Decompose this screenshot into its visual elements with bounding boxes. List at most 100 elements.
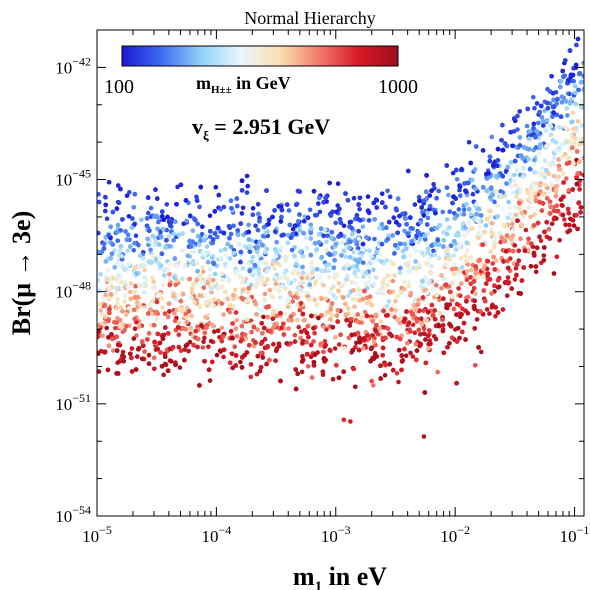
scatter-point [546, 189, 552, 194]
scatter-point [201, 238, 207, 243]
scatter-point [542, 158, 548, 163]
scatter-point [434, 225, 440, 231]
scatter-point [381, 308, 386, 314]
scatter-point [404, 222, 409, 227]
scatter-point [261, 314, 266, 320]
scatter-point [554, 203, 559, 208]
scatter-point [581, 87, 584, 92]
scatter-point [286, 208, 292, 213]
scatter-point [212, 271, 218, 277]
scatter-point [335, 181, 341, 186]
scatter-point [164, 227, 169, 233]
scatter-point [398, 265, 403, 271]
scatter-point [110, 336, 115, 342]
scatter-point [330, 209, 335, 215]
scatter-point [309, 260, 314, 265]
scatter-point [472, 298, 478, 304]
scatter-point [196, 234, 201, 239]
scatter-point [284, 276, 290, 281]
scatter-point [160, 283, 166, 288]
scatter-point [489, 134, 495, 140]
scatter-point [416, 327, 422, 333]
scatter-point [97, 302, 102, 307]
scatter-point [564, 106, 570, 111]
scatter-point [453, 266, 459, 272]
scatter-point [301, 230, 306, 236]
scatter-point [277, 295, 283, 300]
scatter-point [228, 198, 234, 203]
scatter-point [283, 258, 289, 264]
scatter-point [311, 268, 317, 273]
scatter-point [449, 280, 455, 286]
scatter-point [495, 203, 501, 208]
scatter-point [458, 193, 463, 198]
scatter-point [175, 184, 180, 190]
scatter-point [425, 246, 431, 252]
scatter-point [160, 226, 166, 232]
scatter-point [255, 202, 261, 207]
scatter-point [328, 290, 333, 295]
scatter-point [103, 208, 108, 214]
scatter-point [468, 275, 474, 280]
scatter-point [500, 206, 506, 211]
scatter-point [440, 209, 446, 215]
scatter-point [431, 287, 436, 292]
scatter-point [173, 362, 178, 368]
scatter-point [384, 303, 390, 309]
scatter-point [373, 275, 379, 280]
scatter-point [416, 230, 422, 235]
scatter-point [573, 101, 578, 107]
scatter-point [336, 288, 341, 294]
scatter-point [321, 324, 327, 330]
scatter-point [254, 371, 260, 377]
scatter-point [171, 237, 176, 243]
scatter-point [319, 268, 325, 274]
scatter-point [239, 188, 245, 193]
scatter-point [218, 248, 224, 254]
scatter-point [485, 271, 491, 277]
scatter-point [581, 91, 584, 97]
scatter-point [422, 288, 427, 293]
scatter-point [295, 188, 301, 194]
scatter-point [462, 181, 467, 186]
scatter-point [141, 262, 146, 268]
scatter-point [440, 317, 445, 322]
scatter-point [565, 229, 570, 235]
scatter-point [359, 315, 364, 321]
scatter-point [145, 236, 150, 242]
scatter-point [328, 213, 334, 218]
scatter-point [295, 271, 301, 277]
scatter-point [298, 249, 303, 255]
scatter-point [308, 222, 314, 228]
scatter-point [232, 287, 238, 293]
scatter-point [107, 307, 112, 312]
scatter-point [233, 326, 239, 331]
scatter-point [225, 296, 231, 302]
scatter-point [140, 356, 145, 362]
scatter-point [193, 328, 198, 334]
scatter-point [526, 205, 531, 210]
scatter-point [155, 226, 160, 232]
scatter-point [460, 329, 465, 335]
scatter-point [288, 314, 294, 319]
scatter-point [212, 231, 218, 236]
scatter-point [333, 220, 339, 226]
scatter-point [355, 330, 361, 336]
scatter-point [526, 236, 531, 242]
scatter-point [385, 236, 391, 242]
scatter-point [229, 351, 235, 357]
scatter-point [207, 297, 212, 302]
scatter-point [253, 239, 259, 245]
scatter-point [335, 308, 341, 313]
scatter-point [470, 191, 476, 197]
scatter-point [349, 332, 355, 338]
scatter-point [290, 226, 296, 232]
scatter-point [174, 264, 179, 270]
scatter-point [419, 322, 425, 327]
scatter-point [523, 227, 529, 233]
scatter-point [327, 252, 333, 257]
scatter-point [187, 238, 192, 244]
scatter-point [126, 214, 132, 219]
scatter-point [468, 255, 473, 261]
scatter-point [266, 221, 271, 227]
